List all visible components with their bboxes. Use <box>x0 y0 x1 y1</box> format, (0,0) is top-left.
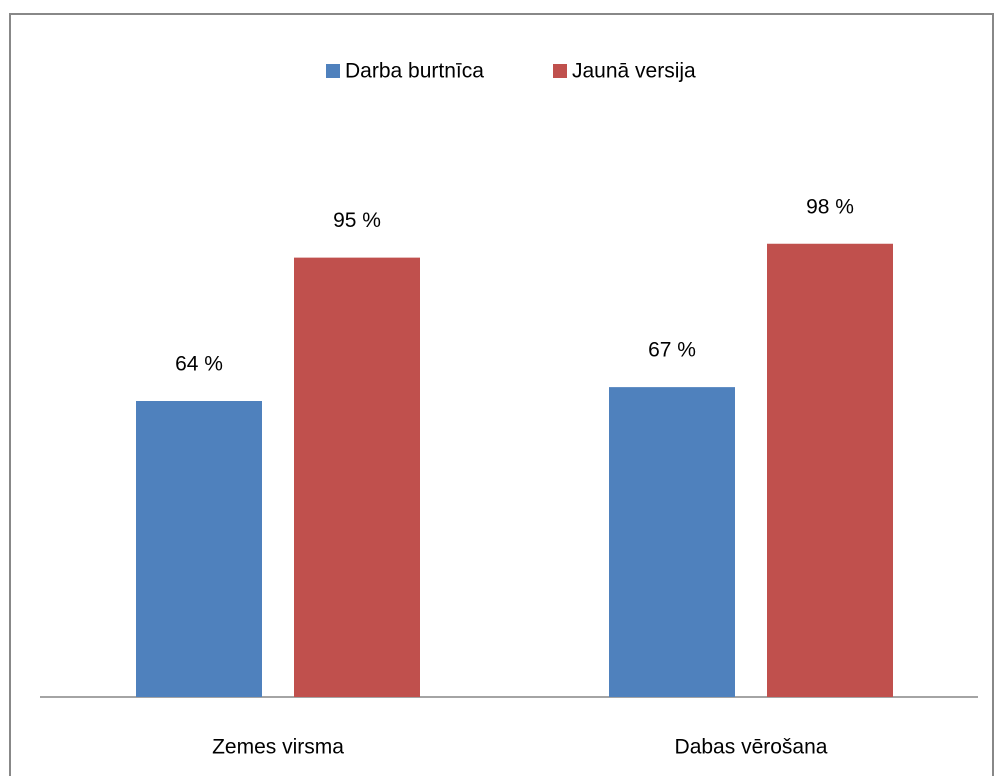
x-tick-label: Zemes virsma <box>212 736 344 759</box>
bar <box>767 243 893 697</box>
legend-label: Darba burtnīca <box>345 60 484 83</box>
data-label: 64 % <box>175 353 223 376</box>
data-label: 67 % <box>648 339 696 362</box>
legend-label: Jaunā versija <box>572 60 696 83</box>
data-label: 95 % <box>333 209 381 232</box>
legend-swatch <box>553 64 567 78</box>
bar <box>294 257 420 697</box>
bar <box>609 387 735 697</box>
data-label: 98 % <box>806 195 854 218</box>
x-tick-label: Dabas vērošana <box>675 736 828 759</box>
bar <box>136 401 262 697</box>
legend-swatch <box>326 64 340 78</box>
